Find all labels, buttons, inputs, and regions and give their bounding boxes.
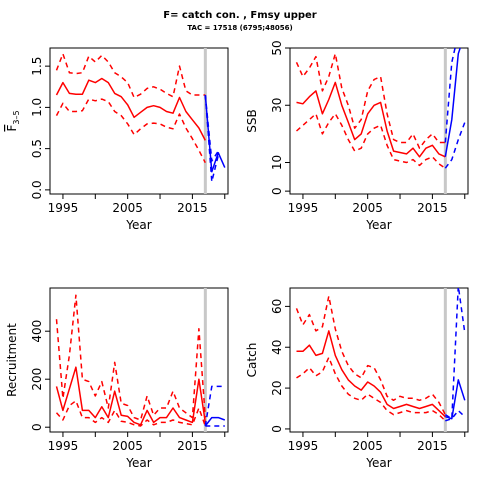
series-line-historical <box>296 330 446 418</box>
y-axis-label: F3–5 <box>5 110 21 131</box>
plot-frame <box>289 287 469 433</box>
series-line-projection <box>444 48 461 157</box>
series-line-projection <box>445 379 466 420</box>
plot-frame <box>49 47 229 195</box>
x-tick-label: 1995 <box>48 439 79 453</box>
x-axis-label: Year <box>365 456 391 470</box>
y-tick-label: 30 <box>270 98 284 113</box>
x-axis-label: Year <box>125 456 151 470</box>
series-line-projection-lower <box>444 122 466 169</box>
x-axis-label: Year <box>365 218 391 232</box>
series-line-historical <box>55 77 206 141</box>
x-tick-label: 2015 <box>417 201 448 215</box>
series-line-historical-lower <box>296 356 446 422</box>
y-axis-label: Recruitment <box>5 323 19 397</box>
y-tick-label: 1.5 <box>30 57 44 76</box>
plot-frame <box>289 47 469 195</box>
series-line-projection-lower <box>445 409 466 422</box>
series-line-projection-upper <box>444 288 466 420</box>
y-tick-label: 0.5 <box>30 139 44 158</box>
series-line-projection-upper <box>204 385 225 427</box>
y-tick-label: 10 <box>270 155 284 170</box>
x-tick-label: 2015 <box>177 201 208 215</box>
series-group <box>295 288 466 422</box>
panel-1: 1995 2005 2015 0.0 0.5 1.0 1.5 Year F3–5 <box>5 47 229 232</box>
y-tick-label: 0 <box>270 187 284 195</box>
series-line-historical-lower <box>55 98 206 164</box>
series-line-historical-upper <box>55 53 206 99</box>
x-tick-label: 2005 <box>112 201 143 215</box>
series-group <box>55 53 226 183</box>
figure-title: F= catch con. , Fmsy upper <box>163 10 317 21</box>
y-tick-label: 40 <box>270 340 284 355</box>
panel-3: 1995 2005 2015 0 200 400 Year Recruitment <box>5 287 229 470</box>
x-tick-label: 2015 <box>177 439 208 453</box>
x-tick-label: 2005 <box>352 201 383 215</box>
y-tick-label: 20 <box>270 380 284 395</box>
series-line-historical-upper <box>295 52 446 149</box>
y-tick-label: 60 <box>270 299 284 314</box>
panel-4: 1995 2005 2015 0 20 40 60 Year Catch <box>245 287 469 470</box>
series-line-historical-lower <box>55 400 207 427</box>
x-tick-label: 2005 <box>352 439 383 453</box>
series-line-historical-upper <box>55 294 207 421</box>
series-group <box>55 294 226 427</box>
series-group <box>295 48 466 169</box>
x-tick-label: 2015 <box>417 439 448 453</box>
panel-2: 1995 2005 2015 0 10 30 50 Year SSB <box>245 40 469 232</box>
x-tick-label: 1995 <box>288 201 319 215</box>
figure-subtitle: TAC = 17518 (6795;48056) <box>187 24 293 32</box>
y-tick-label: 1.0 <box>30 98 44 117</box>
x-tick-label: 1995 <box>48 201 79 215</box>
series-line-projection-lower <box>204 94 220 183</box>
series-line-historical <box>55 366 207 426</box>
plot-frame <box>49 287 229 433</box>
y-tick-label: 0 <box>30 423 44 431</box>
x-axis-label: Year <box>125 218 151 232</box>
y-tick-label: 0.0 <box>30 180 44 199</box>
y-tick-label: 200 <box>30 368 44 391</box>
x-tick-label: 2005 <box>112 439 143 453</box>
y-tick-label: 0 <box>270 425 284 433</box>
series-line-historical-upper <box>295 295 446 415</box>
series-line-historical-lower <box>296 113 446 169</box>
y-axis-label: Catch <box>245 343 259 378</box>
series-line-projection-upper <box>444 48 456 143</box>
x-tick-label: 1995 <box>288 439 319 453</box>
y-tick-label: 400 <box>30 320 44 343</box>
series-line-projection <box>204 416 226 427</box>
series-line-projection-upper <box>204 94 219 162</box>
y-tick-label: 50 <box>270 40 284 55</box>
y-axis-label: SSB <box>245 109 259 132</box>
series-line-historical <box>296 81 446 158</box>
